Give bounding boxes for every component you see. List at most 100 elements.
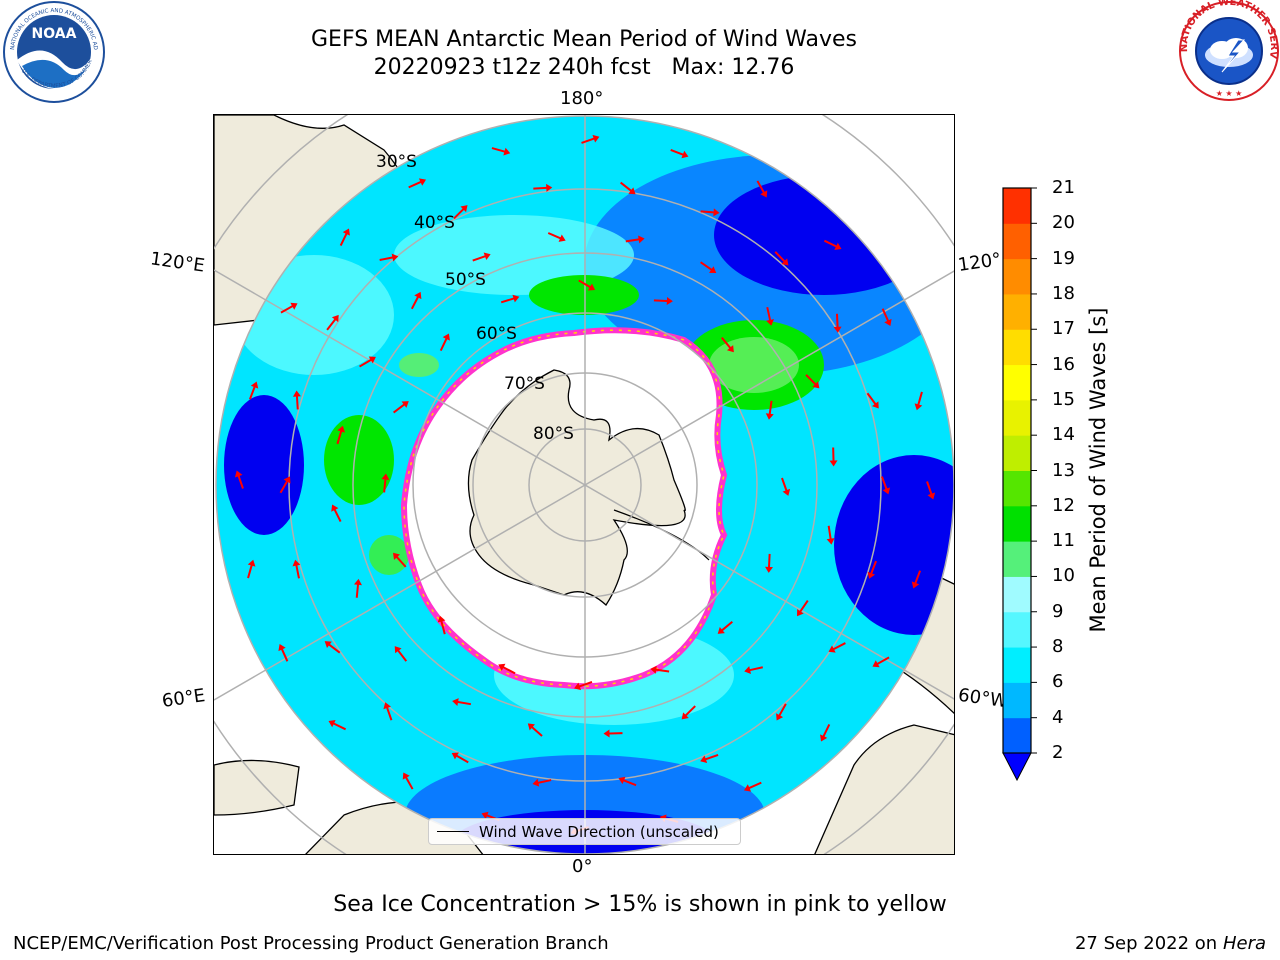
colorbar-tick-label: 9 <box>1052 600 1064 622</box>
svg-text:★ ★ ★: ★ ★ ★ <box>1216 89 1243 98</box>
colorbar-segment <box>1003 258 1031 295</box>
colorbar-segment <box>1003 223 1031 260</box>
wind-wave-arrow <box>717 620 733 634</box>
colorbar-tick-label: 20 <box>1052 212 1075 234</box>
colorbar-segment <box>1003 293 1031 330</box>
wind-wave-arrow <box>881 308 892 327</box>
wind-wave-arrow <box>491 147 511 156</box>
lat-label-80s: 80°S <box>533 424 574 444</box>
wind-wave-arrow <box>833 313 842 333</box>
wind-wave-arrow <box>744 666 764 674</box>
wind-wave-arrow <box>324 641 341 654</box>
wind-wave-arrow <box>926 481 936 500</box>
sea-ice-note: Sea Ice Concentration > 15% is shown in … <box>333 892 947 917</box>
colorbar-segment <box>1003 576 1031 613</box>
wind-wave-arrow <box>336 425 345 445</box>
wind-wave-arrow <box>439 333 450 352</box>
colorbar-segment <box>1003 611 1031 648</box>
wind-wave-arrow <box>756 180 768 198</box>
colorbar-tick-label: 21 <box>1052 177 1075 198</box>
wind-wave-arrow <box>826 525 835 545</box>
wind-wave-arrow <box>720 337 734 353</box>
wind-wave-arrow <box>797 600 809 617</box>
colorbar-segment <box>1003 329 1031 366</box>
nws-logo: NATIONAL WEATHER SERVICE ★ ★ ★ <box>1178 0 1279 101</box>
wind-wave-arrow <box>292 559 301 579</box>
colorbar-tick-label: 11 <box>1052 530 1075 552</box>
wind-wave-arrow <box>700 261 717 273</box>
wind-wave-arrow <box>247 559 256 579</box>
wind-wave-arrow <box>700 753 719 764</box>
wind-wave-arrow <box>650 665 670 674</box>
wind-wave-arrow <box>625 235 645 244</box>
wind-wave-arrow <box>872 656 890 668</box>
legend-line-swatch <box>437 831 469 832</box>
chart-title: GEFS MEAN Antarctic Mean Period of Wind … <box>311 27 857 52</box>
wind-wave-arrow <box>533 183 553 192</box>
wind-wave-arrow <box>700 208 720 217</box>
wind-wave-arrow <box>452 698 472 706</box>
colorbar-label: Mean Period of Wind Waves [s] <box>1086 307 1110 633</box>
colorbar-tick-label: 12 <box>1052 494 1075 516</box>
polar-map <box>214 115 954 854</box>
wind-wave-arrow <box>339 228 350 247</box>
colorbar-segment <box>1003 399 1031 436</box>
wind-wave-arrow <box>532 778 552 787</box>
colorbar-tick-label: 8 <box>1052 636 1064 658</box>
wind-wave-arrow <box>823 239 842 250</box>
colorbar-tick-marks <box>1031 187 1037 754</box>
wind-wave-arrow <box>867 560 878 579</box>
antarctica-land <box>467 369 686 606</box>
colorbar-segment <box>1003 505 1031 542</box>
wind-wave-arrow <box>408 178 427 189</box>
colorbar-tick-label: 13 <box>1052 459 1075 481</box>
lat-label-70s: 70°S <box>504 374 545 394</box>
colorbar-tick-label: 19 <box>1052 247 1075 269</box>
wind-wave-arrow <box>620 181 636 195</box>
colorbar-tick-label: 18 <box>1052 282 1075 304</box>
wind-wave-arrow <box>410 291 422 310</box>
wind-wave-arrow <box>743 781 762 792</box>
legend-label: Wind Wave Direction (unscaled) <box>479 822 719 841</box>
graticule <box>214 115 954 854</box>
wind-wave-arrow <box>670 148 689 159</box>
wind-wave-arrow <box>765 553 773 573</box>
lon-label-upper-left: 120°E <box>148 248 206 277</box>
wind-wave-arrow <box>379 253 399 262</box>
colorbar-segment <box>1003 364 1031 401</box>
colorbar-segment <box>1003 541 1031 577</box>
map-panel <box>213 114 955 855</box>
wind-wave-arrow <box>453 205 468 220</box>
wind-wave-arrow <box>911 570 922 589</box>
wind-wave-arrow <box>498 663 516 675</box>
wind-wave-arrow <box>776 703 787 721</box>
wind-wave-arrow <box>278 643 289 662</box>
colorbar-tick-label: 6 <box>1052 671 1064 693</box>
colorbar-tick-label: 16 <box>1052 353 1075 375</box>
colorbar <box>1002 187 1037 782</box>
colorbar-segment <box>1003 682 1031 719</box>
noaa-wordmark: NOAA <box>32 26 77 42</box>
wind-wave-arrow <box>234 470 244 489</box>
wind-wave-arrow <box>292 390 301 410</box>
wind-wave-arrow <box>472 252 491 262</box>
wind-wave-arrow <box>828 642 846 653</box>
wind-wave-arrow <box>280 302 298 314</box>
wind-wave-arrow <box>393 401 409 414</box>
colorbar-tick-label: 17 <box>1052 318 1075 340</box>
colorbar-tick-label: 15 <box>1052 388 1075 410</box>
wind-wave-arrow <box>581 134 600 144</box>
wind-wave-arrow <box>451 752 469 764</box>
wind-wave-arrow <box>681 705 696 720</box>
footer-date-text: 27 Sep 2022 on <box>1074 933 1218 954</box>
colorbar-tick-label: 10 <box>1052 565 1075 587</box>
noaa-logo: NOAA NATIONAL OCEANIC AND ATMOSPHERIC AD… <box>2 0 105 103</box>
wind-wave-arrow <box>527 723 543 737</box>
wind-wave-arrow <box>326 314 339 331</box>
wind-wave-arrow <box>820 723 831 742</box>
wind-wave-arrow <box>914 391 923 411</box>
lon-label-bottom: 0° <box>572 856 593 877</box>
colorbar-tick-label: 14 <box>1052 424 1075 446</box>
wind-wave-arrow <box>653 297 673 305</box>
lon-label-top: 180° <box>560 88 604 109</box>
